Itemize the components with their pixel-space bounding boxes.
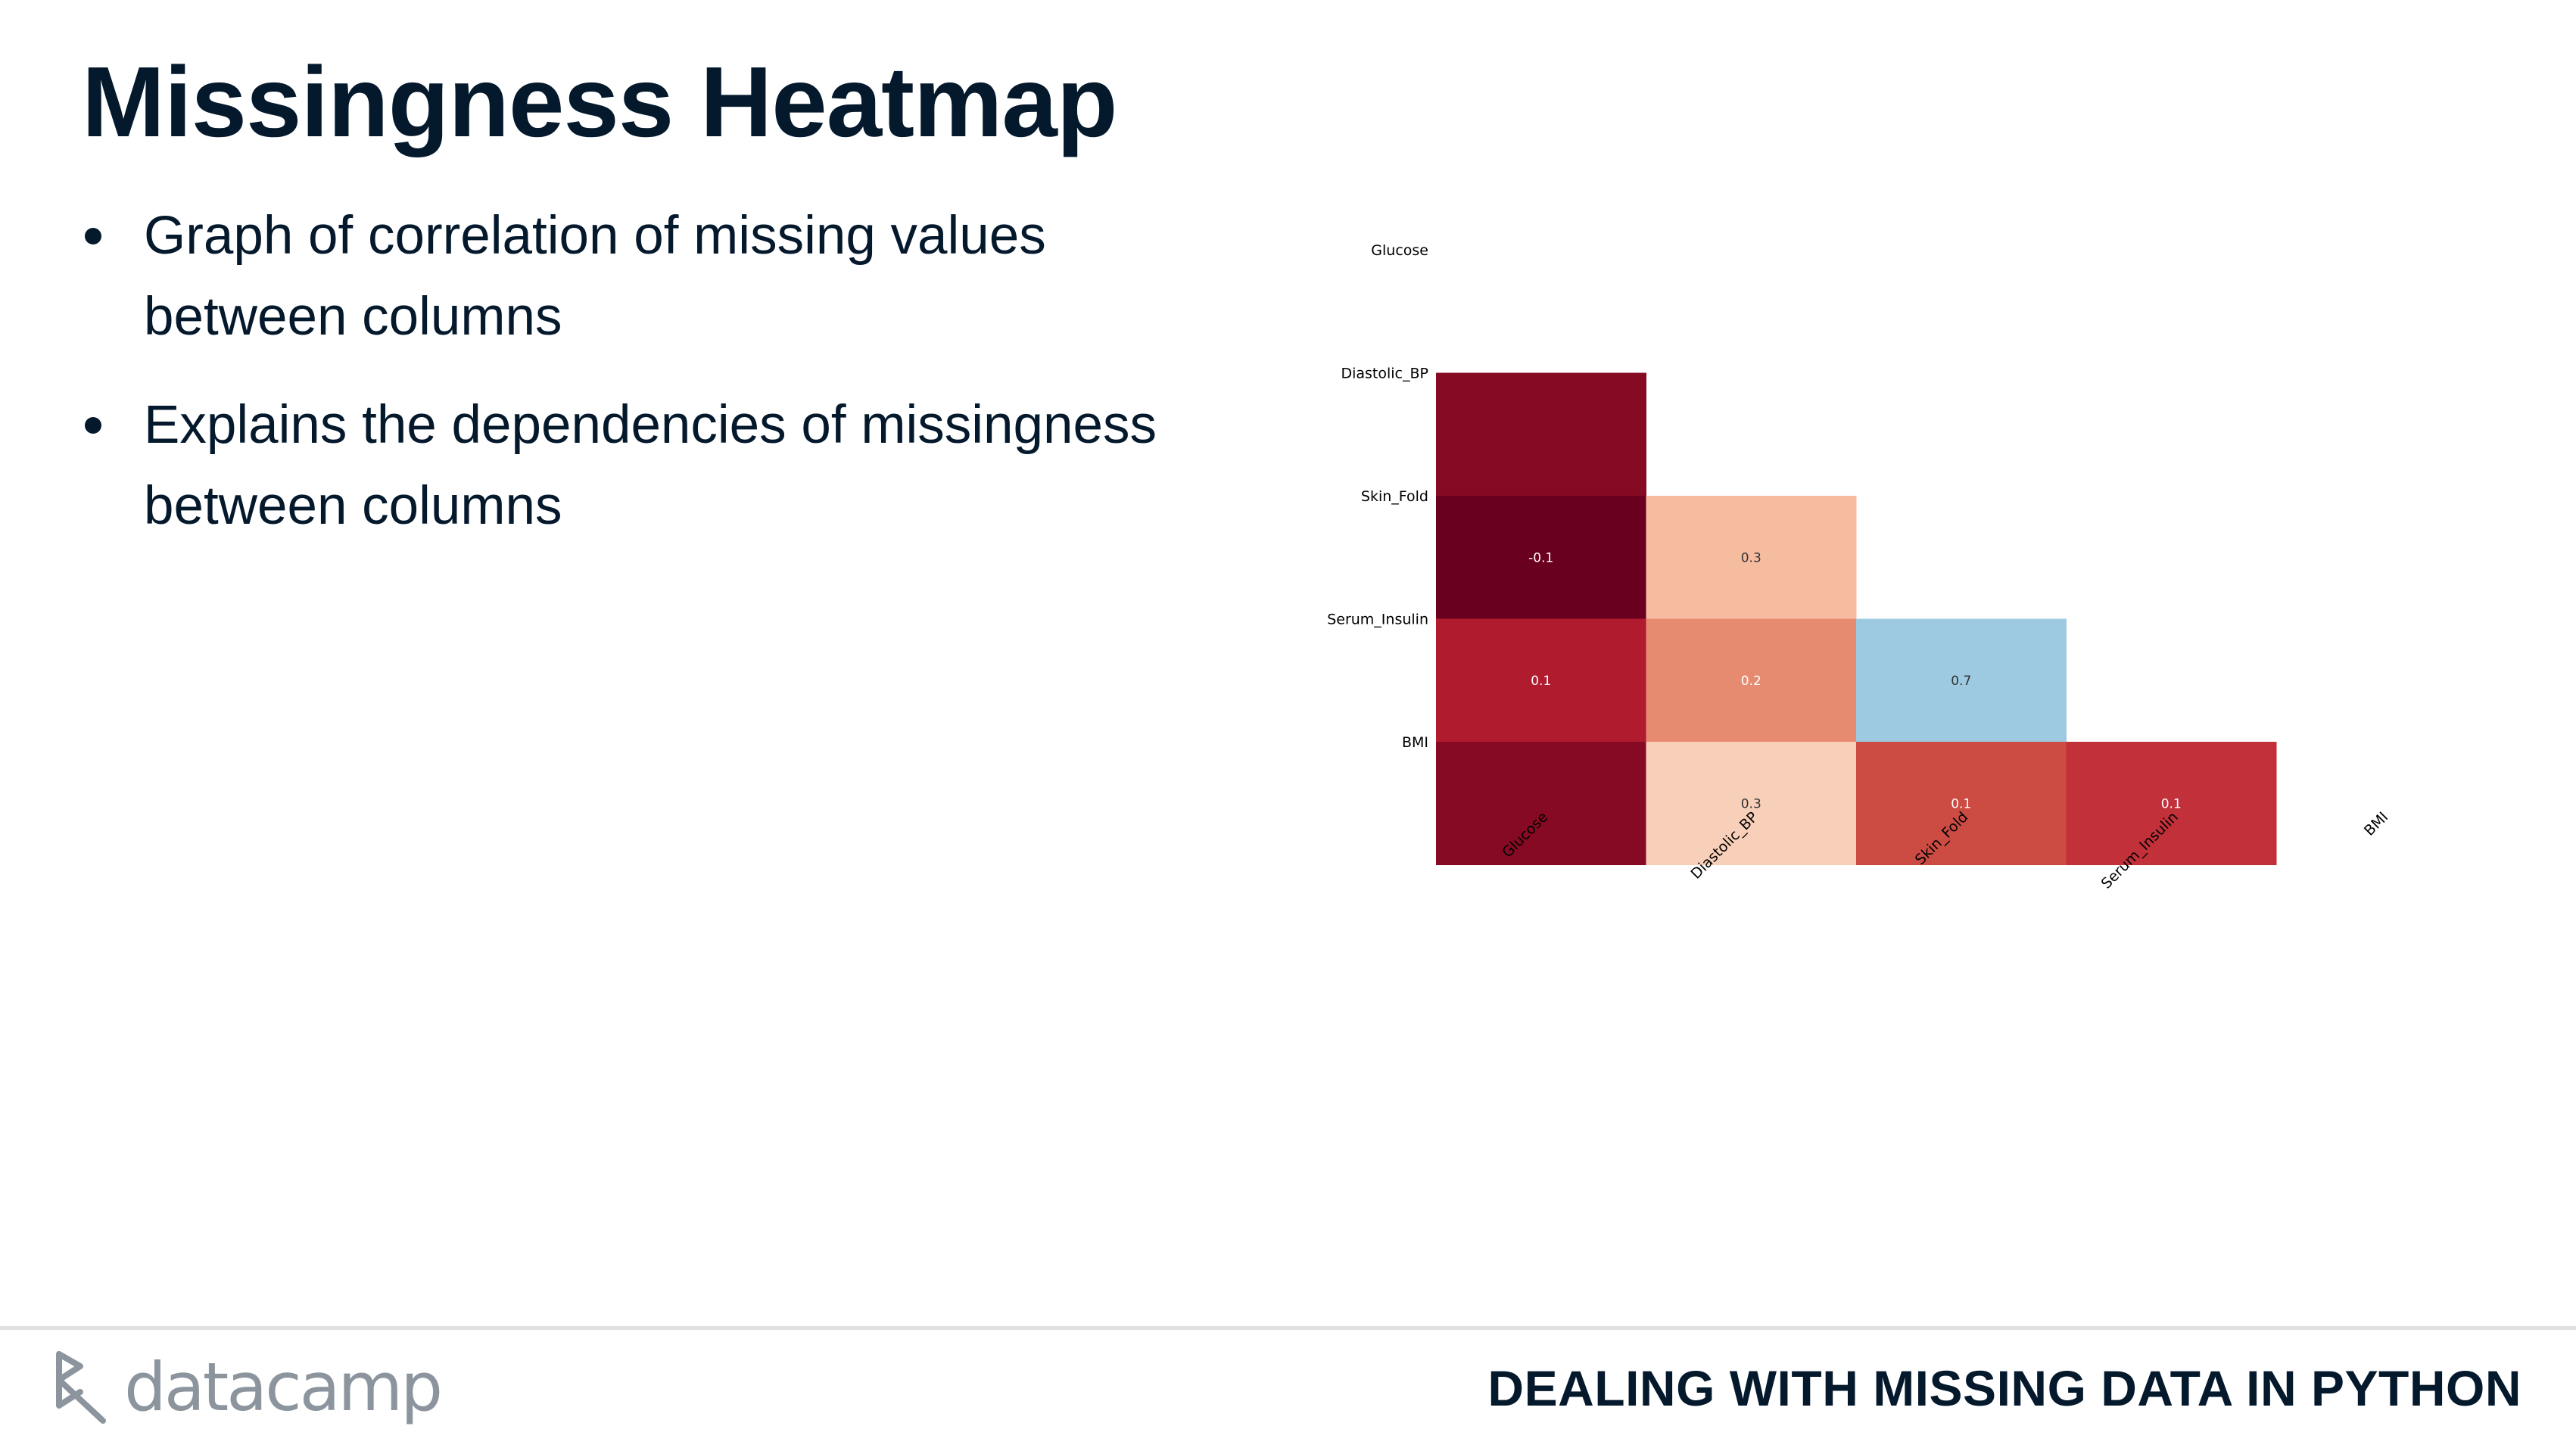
- heatmap-cell: [1856, 742, 2067, 865]
- bullet-dot-icon: [85, 417, 101, 434]
- cell-value-label: 0.1: [1951, 796, 1971, 811]
- cell-value-label: 0.3: [1741, 796, 1761, 811]
- footer-divider: [0, 1326, 2576, 1330]
- bullet-text: Explains the dependencies of missingness…: [144, 395, 1157, 536]
- y-tick-label: Diastolic_BP: [1341, 366, 1428, 382]
- heatmap-cell: [1646, 496, 1857, 619]
- slide-title: Missingness Heatmap: [82, 46, 1117, 157]
- cell-value-label: 0.1: [2161, 796, 2182, 811]
- bullet-list: Graph of correlation of missing values b…: [82, 195, 1263, 574]
- heatmap-cell: [1436, 372, 1646, 497]
- y-tick-label: Skin_Fold: [1361, 488, 1428, 505]
- y-tick-label: Serum_Insulin: [1327, 612, 1428, 628]
- cell-value-label: -0.1: [1528, 550, 1553, 565]
- logo-text: datacamp: [124, 1348, 443, 1426]
- heatmap-cell: [1856, 618, 2067, 743]
- heatmap-cell: [1436, 742, 1646, 865]
- heatmap-cell: [1646, 618, 1857, 743]
- y-tick-label: Glucose: [1371, 242, 1428, 259]
- missingness-heatmap-chart: -0.1 0.3 0.1 0.2 0.7 0.3 0.1 0.1 Glucose Diastoli…: [1272, 212, 2453, 954]
- cell-value-label: 0.2: [1741, 674, 1761, 689]
- heatmap-cell: [1646, 742, 1857, 865]
- heatmap-svg: -0.1 0.3 0.1 0.2 0.7 0.3 0.1 0.1 Glucose Diastoli…: [1327, 242, 2391, 892]
- heatmap-cell: [1436, 496, 1646, 619]
- bullet-dot-icon: [85, 228, 101, 244]
- datacamp-logo: datacamp: [53, 1346, 443, 1429]
- cell-value-label: 0.3: [1741, 550, 1761, 565]
- datacamp-logo-icon: [56, 1351, 106, 1424]
- y-tick-label: BMI: [1402, 734, 1428, 751]
- heatmap-cell: [1436, 618, 1646, 743]
- bullet-item: Explains the dependencies of missingness…: [82, 385, 1263, 546]
- bullet-text: Graph of correlation of missing values b…: [144, 206, 1046, 347]
- course-title: DEALING WITH MISSING DATA IN PYTHON: [1487, 1360, 2521, 1416]
- cell-value-label: 0.7: [1951, 674, 1971, 689]
- heatmap-cell: [2066, 742, 2277, 865]
- cell-value-label: 0.1: [1531, 674, 1551, 689]
- x-tick-label: BMI: [2361, 808, 2391, 839]
- bullet-item: Graph of correlation of missing values b…: [82, 195, 1263, 357]
